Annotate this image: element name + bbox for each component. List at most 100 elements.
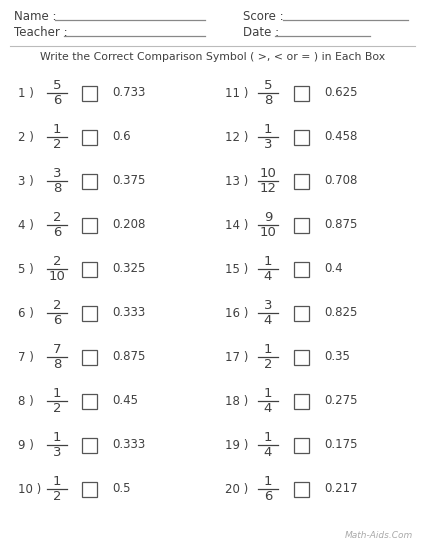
Text: 1: 1 — [264, 343, 272, 356]
FancyBboxPatch shape — [295, 261, 309, 277]
FancyBboxPatch shape — [295, 217, 309, 233]
Text: 10: 10 — [48, 270, 65, 283]
Text: 0.875: 0.875 — [112, 350, 145, 364]
Text: 0.175: 0.175 — [324, 438, 357, 452]
FancyBboxPatch shape — [295, 129, 309, 145]
Text: 0.325: 0.325 — [112, 262, 145, 276]
Text: 5: 5 — [264, 79, 272, 92]
Text: 12: 12 — [260, 182, 277, 195]
Text: 10: 10 — [260, 167, 276, 180]
Text: 6: 6 — [53, 226, 61, 239]
Text: 1: 1 — [264, 431, 272, 444]
Text: 0.333: 0.333 — [112, 438, 145, 452]
Text: 1: 1 — [264, 255, 272, 268]
FancyBboxPatch shape — [295, 481, 309, 497]
Text: 0.708: 0.708 — [324, 174, 357, 188]
Text: 0.875: 0.875 — [324, 218, 357, 232]
Text: 8: 8 — [264, 94, 272, 107]
Text: 0.208: 0.208 — [112, 218, 145, 232]
Text: 6: 6 — [53, 94, 61, 107]
Text: 2: 2 — [53, 402, 61, 415]
Text: 1 ): 1 ) — [18, 86, 34, 100]
Text: Name :: Name : — [14, 10, 57, 23]
Text: 7: 7 — [53, 343, 61, 356]
Text: 8: 8 — [53, 358, 61, 371]
Text: 0.35: 0.35 — [324, 350, 350, 364]
Text: 20 ): 20 ) — [225, 482, 248, 496]
Text: 10 ): 10 ) — [18, 482, 41, 496]
Text: 1: 1 — [53, 123, 61, 136]
Text: 0.5: 0.5 — [112, 482, 130, 496]
FancyBboxPatch shape — [82, 173, 97, 189]
FancyBboxPatch shape — [82, 85, 97, 101]
Text: 4: 4 — [264, 446, 272, 459]
Text: 3: 3 — [53, 446, 61, 459]
Text: 3: 3 — [264, 299, 272, 312]
FancyBboxPatch shape — [295, 85, 309, 101]
Text: 0.375: 0.375 — [112, 174, 145, 188]
Text: 15 ): 15 ) — [225, 262, 248, 276]
FancyBboxPatch shape — [82, 437, 97, 453]
Text: 0.45: 0.45 — [112, 394, 138, 408]
Text: 0.6: 0.6 — [112, 130, 130, 144]
Text: 4: 4 — [264, 402, 272, 415]
Text: 0.4: 0.4 — [324, 262, 343, 276]
Text: 7 ): 7 ) — [18, 350, 34, 364]
Text: 4 ): 4 ) — [18, 218, 34, 232]
Text: Math-Aids.Com: Math-Aids.Com — [345, 531, 413, 540]
Text: 2: 2 — [53, 299, 61, 312]
FancyBboxPatch shape — [82, 217, 97, 233]
FancyBboxPatch shape — [82, 261, 97, 277]
Text: 6 ): 6 ) — [18, 306, 34, 320]
Text: 6: 6 — [264, 490, 272, 503]
FancyBboxPatch shape — [295, 305, 309, 321]
Text: 11 ): 11 ) — [225, 86, 248, 100]
Text: 6: 6 — [53, 314, 61, 327]
FancyBboxPatch shape — [82, 129, 97, 145]
FancyBboxPatch shape — [82, 481, 97, 497]
Text: 3: 3 — [264, 138, 272, 151]
Text: 0.217: 0.217 — [324, 482, 357, 496]
Text: 2: 2 — [53, 255, 61, 268]
Text: 3 ): 3 ) — [18, 174, 34, 188]
FancyBboxPatch shape — [295, 393, 309, 409]
Text: 2: 2 — [53, 211, 61, 224]
Text: 0.458: 0.458 — [324, 130, 357, 144]
Text: 2: 2 — [264, 358, 272, 371]
FancyBboxPatch shape — [82, 349, 97, 365]
Text: 1: 1 — [53, 475, 61, 488]
Text: 2: 2 — [53, 138, 61, 151]
Text: 1: 1 — [53, 431, 61, 444]
Text: 0.625: 0.625 — [324, 86, 357, 100]
Text: 1: 1 — [264, 475, 272, 488]
Text: 10: 10 — [260, 226, 276, 239]
Text: 1: 1 — [53, 387, 61, 400]
FancyBboxPatch shape — [295, 437, 309, 453]
Text: 2 ): 2 ) — [18, 130, 34, 144]
Text: Date :: Date : — [243, 26, 279, 39]
FancyBboxPatch shape — [82, 393, 97, 409]
Text: 9: 9 — [264, 211, 272, 224]
Text: 2: 2 — [53, 490, 61, 503]
Text: 8 ): 8 ) — [18, 394, 34, 408]
Text: 12 ): 12 ) — [225, 130, 248, 144]
Text: 9 ): 9 ) — [18, 438, 34, 452]
Text: 3: 3 — [53, 167, 61, 180]
Text: 5: 5 — [53, 79, 61, 92]
Text: 13 ): 13 ) — [225, 174, 248, 188]
Text: Write the Correct Comparison Symbol ( >, < or = ) in Each Box: Write the Correct Comparison Symbol ( >,… — [40, 52, 385, 62]
Text: 1: 1 — [264, 123, 272, 136]
FancyBboxPatch shape — [295, 349, 309, 365]
Text: 5 ): 5 ) — [18, 262, 34, 276]
Text: 4: 4 — [264, 270, 272, 283]
FancyBboxPatch shape — [295, 173, 309, 189]
Text: 8: 8 — [53, 182, 61, 195]
Text: 0.275: 0.275 — [324, 394, 357, 408]
Text: Teacher :: Teacher : — [14, 26, 68, 39]
Text: 14 ): 14 ) — [225, 218, 248, 232]
FancyBboxPatch shape — [82, 305, 97, 321]
Text: 1: 1 — [264, 387, 272, 400]
Text: 19 ): 19 ) — [225, 438, 248, 452]
Text: 16 ): 16 ) — [225, 306, 248, 320]
Text: 17 ): 17 ) — [225, 350, 248, 364]
